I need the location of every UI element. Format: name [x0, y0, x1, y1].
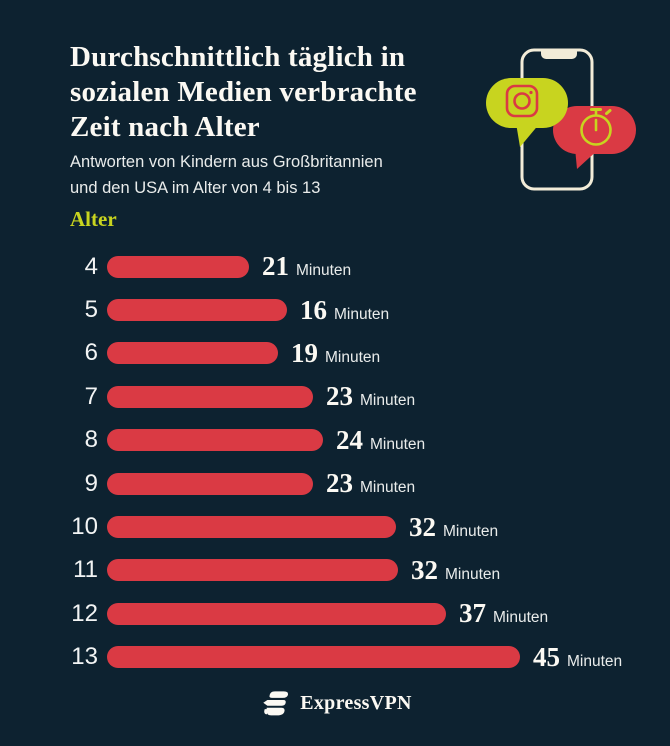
- bar: [107, 342, 278, 365]
- value-unit: Minuten: [325, 348, 381, 366]
- value-number: 23: [326, 381, 353, 412]
- value-unit: Minuten: [360, 392, 416, 410]
- age-label: 10: [71, 513, 98, 541]
- subtitle: Antworten von Kindern aus Großbritannien…: [70, 149, 490, 201]
- bar-row: 5 16 Minuten: [0, 288, 670, 331]
- age-label: 9: [84, 469, 98, 497]
- value-number: 45: [533, 641, 560, 672]
- bar-row: 8 24 Minuten: [0, 419, 670, 462]
- bar-row: 7 23 Minuten: [0, 375, 670, 418]
- value-unit: Minuten: [493, 609, 549, 627]
- value-label: 23 Minuten: [326, 470, 415, 497]
- bar: [107, 299, 287, 322]
- expressvpn-logo-icon: [263, 691, 289, 716]
- value-number: 24: [336, 424, 363, 455]
- value-label: 37 Minuten: [459, 600, 548, 627]
- speech-bubble-green: [486, 78, 568, 147]
- value-unit: Minuten: [360, 479, 416, 497]
- value-number: 32: [411, 554, 438, 585]
- value-number: 21: [262, 251, 289, 282]
- value-unit: Minuten: [296, 262, 352, 280]
- value-unit: Minuten: [567, 652, 623, 670]
- value-number: 37: [459, 598, 486, 629]
- value-number: 32: [409, 511, 436, 542]
- age-label: 7: [84, 382, 98, 410]
- bar: [107, 429, 323, 452]
- bar: [107, 559, 398, 582]
- subtitle-line-1: Antworten von Kindern aus Großbritannien: [70, 153, 383, 171]
- value-unit: Minuten: [443, 522, 499, 540]
- axis-label-alter: Alter: [70, 207, 117, 231]
- stopwatch-icon: [580, 108, 612, 146]
- value-number: 23: [326, 468, 353, 499]
- age-label: 13: [71, 643, 98, 671]
- value-label: 21 Minuten: [262, 253, 351, 280]
- bar-row: 12 37 Minuten: [0, 592, 670, 635]
- bar: [107, 602, 446, 625]
- value-label: 32 Minuten: [409, 511, 499, 542]
- bar-row: 9 23 Minuten: [0, 462, 670, 505]
- bar: [107, 646, 520, 669]
- value-label: 16 Minuten: [300, 294, 390, 325]
- page-title: Durchschnittlich täglich in sozialen Med…: [70, 40, 510, 145]
- value-label: 23 Minuten: [326, 383, 415, 410]
- bar-row: 13 45 Minuten: [0, 636, 670, 679]
- value-unit: Minuten: [334, 305, 390, 323]
- age-label: 8: [84, 426, 98, 454]
- age-label: 4: [84, 252, 98, 280]
- instagram-icon: [505, 84, 539, 118]
- value-label: 24 Minuten: [336, 424, 426, 455]
- value-unit: Minuten: [445, 565, 501, 583]
- bar: [107, 385, 313, 408]
- title-line-3: Zeit nach Alter: [70, 111, 260, 143]
- title-line-2: sozialen Medien verbrachte: [70, 76, 417, 108]
- age-label: 6: [84, 339, 98, 367]
- bar: [107, 255, 249, 278]
- value-unit: Minuten: [370, 435, 426, 453]
- brand-footer: ExpressVPN: [0, 687, 670, 719]
- title-line-1: Durchschnittlich täglich in: [70, 41, 406, 73]
- age-label: 11: [73, 556, 98, 584]
- value-label: 45 Minuten: [533, 641, 623, 672]
- brand-name: ExpressVPN: [300, 691, 412, 714]
- value-number: 16: [300, 294, 327, 325]
- value-number: 19: [291, 337, 318, 368]
- age-label: 5: [84, 296, 98, 324]
- value-label: 32 Minuten: [411, 554, 501, 585]
- phone-illustration: [486, 48, 636, 191]
- bar: [107, 516, 396, 539]
- speech-bubble-red: [553, 106, 636, 169]
- chart-rows: 4 21 Minuten 5 16 Minuten 6 19 Minuten 7…: [0, 245, 670, 679]
- bar-row: 4 21 Minuten: [0, 245, 670, 288]
- age-label: 12: [71, 599, 98, 627]
- bar: [107, 472, 313, 495]
- value-label: 19 Minuten: [291, 337, 381, 368]
- phone-notch: [541, 51, 577, 59]
- bar-row: 11 32 Minuten: [0, 549, 670, 592]
- bar-row: 10 32 Minuten: [0, 505, 670, 548]
- bar-row: 6 19 Minuten: [0, 332, 670, 375]
- bar-chart: 4 21 Minuten 5 16 Minuten 6 19 Minuten 7…: [0, 245, 670, 679]
- subtitle-line-2: und den USA im Alter von 4 bis 13: [70, 179, 321, 197]
